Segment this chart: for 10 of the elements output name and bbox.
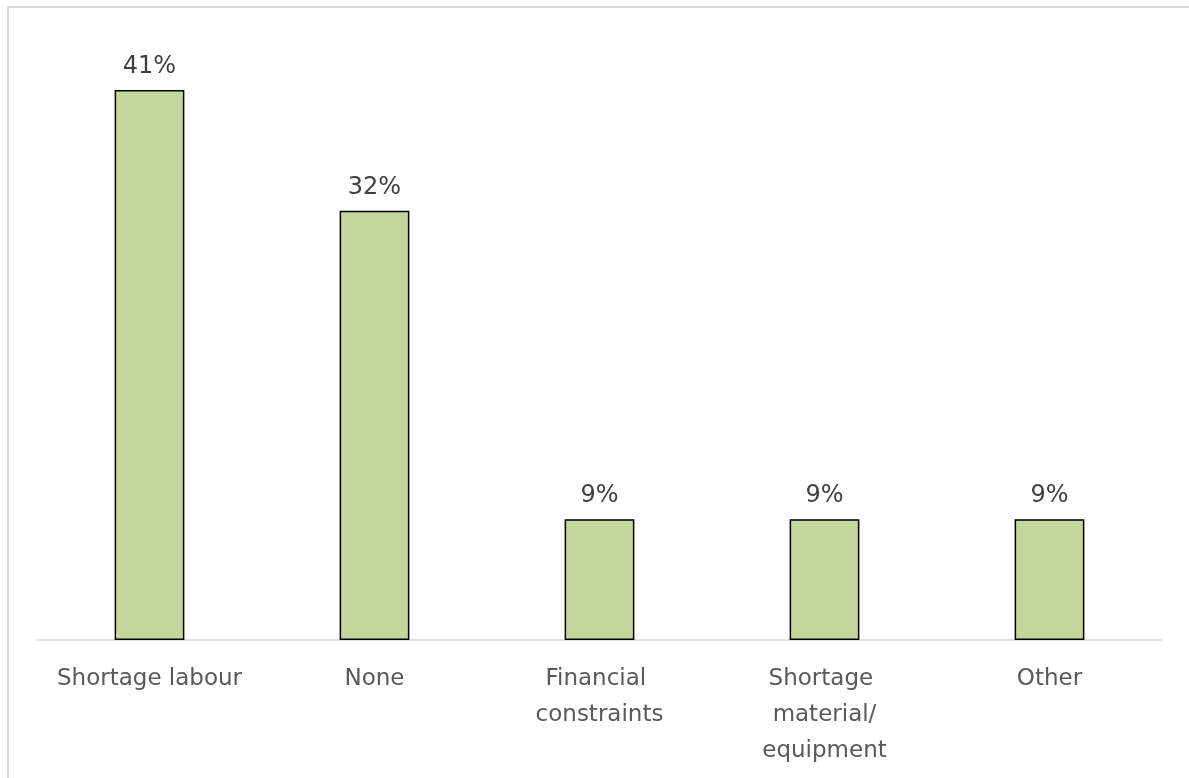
- x-tick-label: Shortage material/equipment: [762, 664, 887, 762]
- x-tick-label: Shortage labour: [56, 664, 243, 690]
- data-label: 9%: [805, 480, 844, 509]
- data-label: 32%: [347, 171, 402, 200]
- x-tick-label: None: [344, 664, 405, 690]
- data-label: 41%: [122, 51, 177, 79]
- x-tick-label: Other: [1016, 664, 1083, 690]
- data-label: 9%: [1030, 480, 1069, 509]
- data-label: 9%: [580, 480, 619, 509]
- x-tick-label: Financial constraints: [535, 664, 664, 726]
